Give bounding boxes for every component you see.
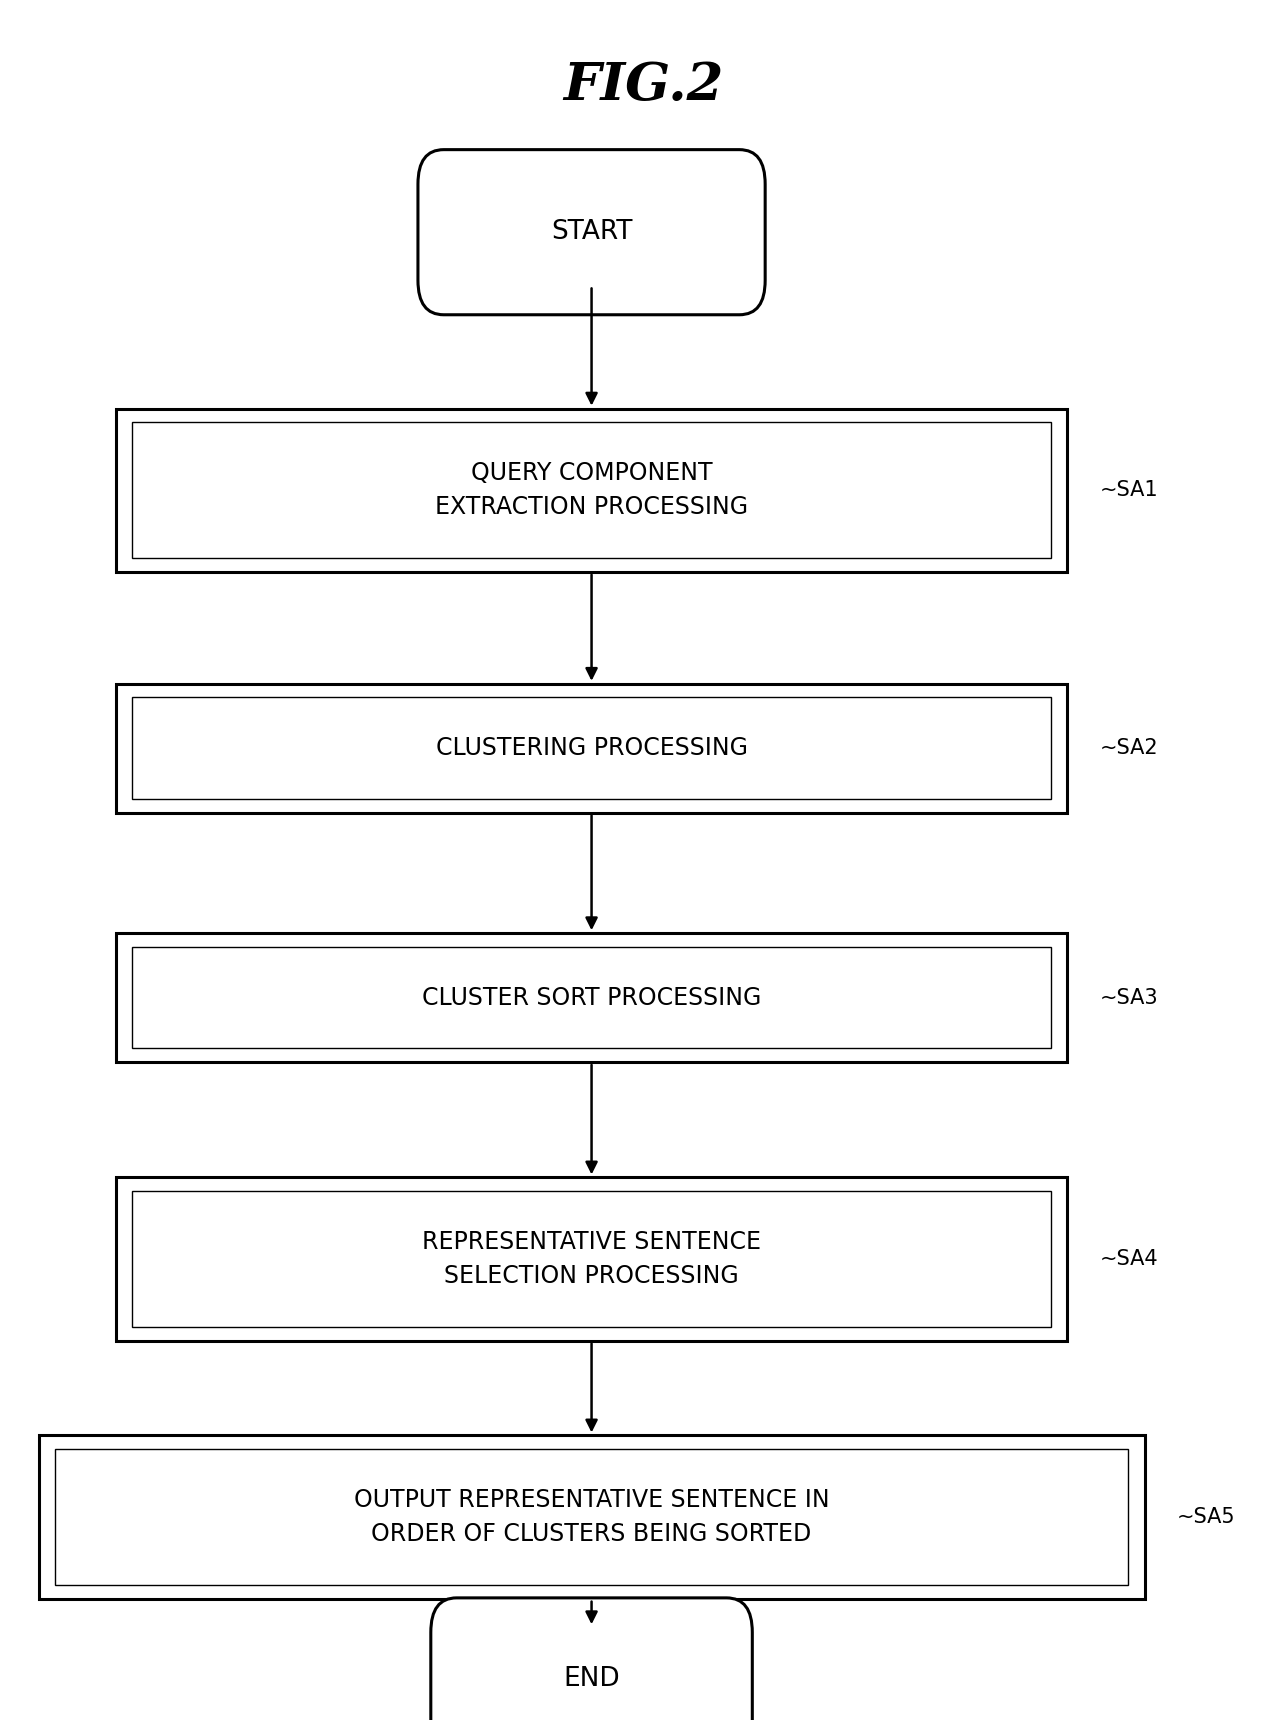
Bar [132, 698, 1051, 798]
Text: END: END [563, 1665, 620, 1692]
Bar [116, 685, 1067, 814]
Text: ~SA5: ~SA5 [1177, 1507, 1236, 1527]
Text: REPRESENTATIVE SENTENCE
SELECTION PROCESSING: REPRESENTATIVE SENTENCE SELECTION PROCES… [422, 1230, 761, 1288]
Bar [55, 1448, 1128, 1586]
Text: ~SA2: ~SA2 [1100, 738, 1159, 759]
FancyBboxPatch shape [418, 150, 765, 315]
Bar [132, 1190, 1051, 1328]
Bar [116, 932, 1067, 1061]
Bar [116, 409, 1067, 571]
Bar [132, 423, 1051, 559]
Bar [116, 1176, 1067, 1342]
Text: CLUSTER SORT PROCESSING: CLUSTER SORT PROCESSING [422, 986, 761, 1010]
Text: ~SA1: ~SA1 [1100, 480, 1159, 501]
Text: QUERY COMPONENT
EXTRACTION PROCESSING: QUERY COMPONENT EXTRACTION PROCESSING [435, 461, 748, 519]
Bar [39, 1434, 1145, 1600]
Bar [132, 946, 1051, 1049]
FancyBboxPatch shape [431, 1598, 752, 1720]
Text: CLUSTERING PROCESSING: CLUSTERING PROCESSING [436, 736, 747, 760]
Text: OUTPUT REPRESENTATIVE SENTENCE IN
ORDER OF CLUSTERS BEING SORTED: OUTPUT REPRESENTATIVE SENTENCE IN ORDER … [354, 1488, 829, 1546]
Text: FIG.2: FIG.2 [563, 60, 723, 112]
Text: ~SA4: ~SA4 [1100, 1249, 1159, 1269]
Text: START: START [550, 218, 633, 246]
Text: ~SA3: ~SA3 [1100, 987, 1159, 1008]
